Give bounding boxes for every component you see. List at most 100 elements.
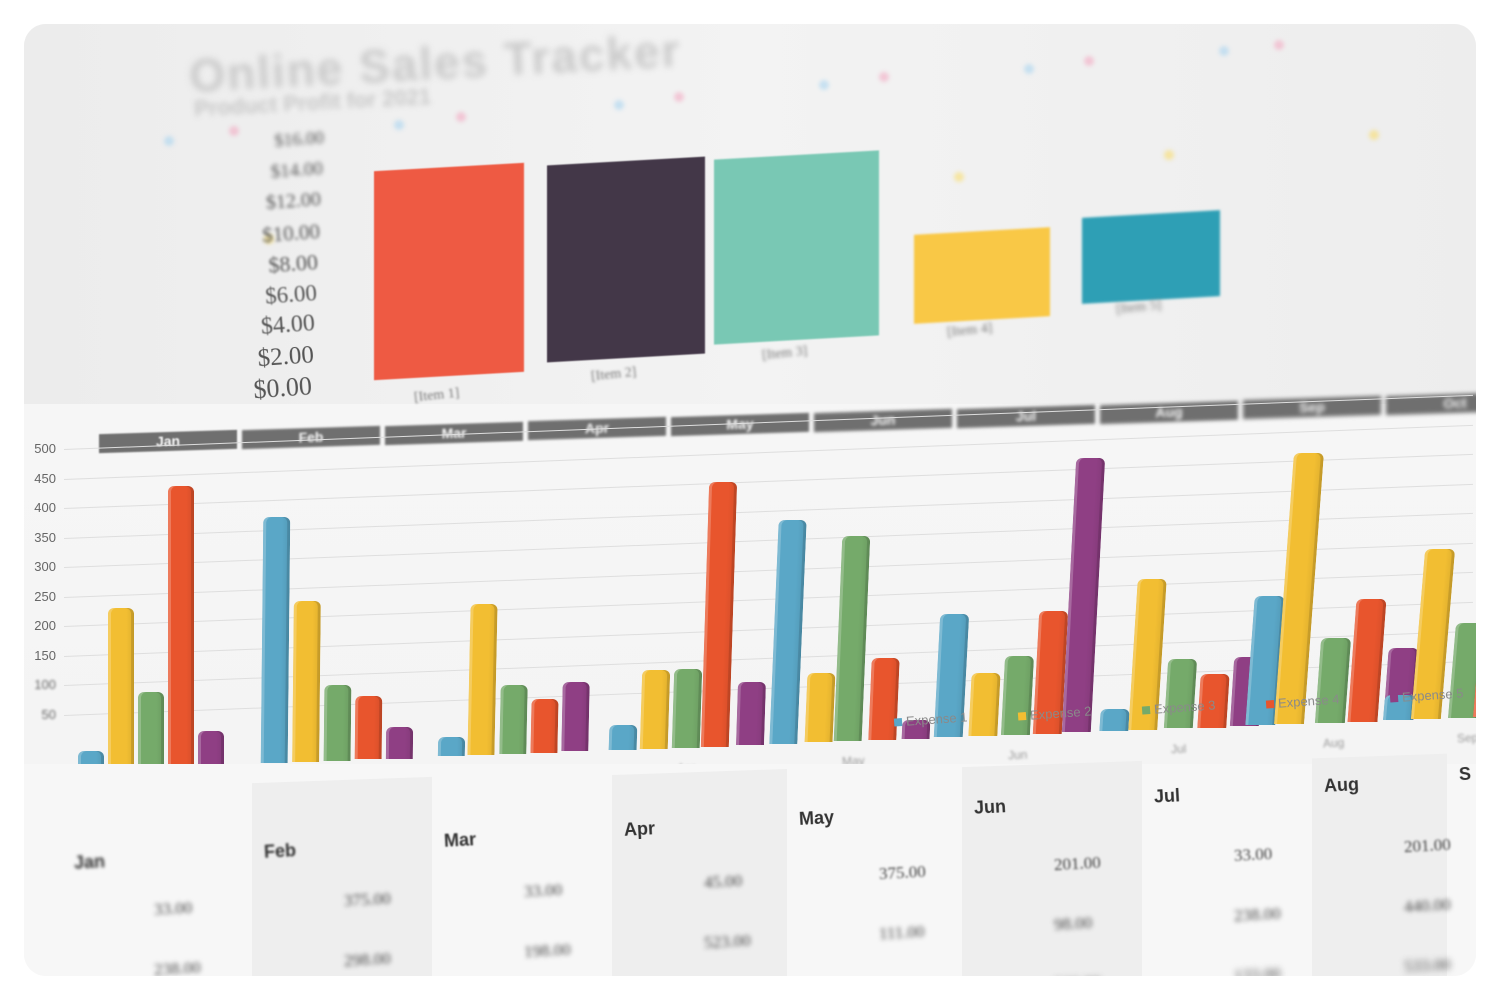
main-bar [323,685,352,761]
decor-dot [1274,40,1284,50]
main-y-tick: 350 [34,529,56,545]
decor-dot [614,100,624,110]
legend-swatch [893,718,903,727]
main-y-tick: 50 [41,706,56,722]
table-column-shade [612,768,787,976]
main-bar [354,696,383,760]
main-y-tick: 500 [34,441,56,456]
table-column-header: Jun [973,796,1007,818]
main-bar [1448,623,1476,718]
grid-line [64,453,1473,509]
main-bar [385,726,414,759]
main-bar [968,673,1001,737]
table-cell: 98.00 [1053,913,1093,934]
main-bar [437,737,466,757]
table-column-header: Mar [443,829,477,851]
main-category-label: Aug [1322,735,1345,751]
table-column-header: Jul [1153,785,1181,807]
main-bar [769,519,807,744]
main-bar [1163,659,1198,729]
main-bar [108,608,134,769]
main-bar [198,730,224,766]
legend-swatch [1017,712,1027,721]
main-y-tick: 200 [34,618,56,633]
table-cell: 440.00 [1403,894,1452,917]
decor-dot [674,92,684,102]
main-y-tick: 250 [34,588,56,604]
legend-swatch [1141,706,1151,715]
table-column-shade [962,760,1142,976]
table-cell: 533.00 [1403,954,1452,976]
main-bar [467,603,498,756]
decor-dot [1219,46,1229,56]
table-column-header: May [798,807,835,829]
table-column-shade [252,776,432,976]
table-cell: 45.00 [703,871,743,892]
table-cell: 375.00 [343,888,392,911]
top-bar [374,163,524,381]
decor-dot [264,234,274,244]
decor-dot [1024,64,1034,74]
main-bar [1314,637,1352,723]
main-y-tick: 450 [34,470,56,486]
data-table: Jan 33.00 238.00 Feb 375.00 298.00 Mar 33.00 198… [24,753,1476,976]
decor-dot [1084,56,1094,66]
table-column-header: Jan [73,851,106,873]
decor-dot [456,112,466,122]
table-cell: 33.00 [1233,844,1273,865]
main-bar [561,682,590,752]
decor-dot [1369,130,1379,140]
decor-dot [879,72,889,82]
main-bar [1347,598,1387,722]
month-header-cell: Jun [814,408,952,433]
main-bar [1000,656,1035,735]
table-cell: 238.00 [153,957,202,976]
main-y-tick: 400 [34,500,56,515]
main-bar [1274,453,1324,725]
legend-swatch [1389,694,1399,703]
month-header-band: JanFebMarAprMayJunJulAugSepOct [24,364,1476,454]
main-y-tick: 150 [34,647,56,663]
main-bar [700,481,738,747]
main-bar [736,681,766,745]
table-cell: 33.00 [523,880,563,901]
decor-dot [1164,150,1174,160]
table-cell: 523.00 [703,930,752,953]
main-category-label: Jun [1007,747,1028,763]
table-cell: 201.00 [1403,834,1452,857]
main-category-label: Sep [1456,730,1476,746]
main-bar [804,672,836,743]
top-bar [547,156,705,363]
decor-dot [394,120,404,130]
main-bar [499,684,528,754]
table-column-header: S [1458,763,1472,785]
top-bar [1082,209,1220,304]
decor-dot [819,80,829,90]
table-cell: 133.00 [1233,963,1282,976]
legend-swatch [1265,700,1275,709]
table-cell: 111.00 [878,921,925,944]
top-bar [914,226,1050,324]
table-cell: 238.00 [1233,903,1282,926]
month-header-cell: Jan [99,429,237,454]
main-bar [260,517,291,763]
chart-photo: Online Sales Tracker Product Profit for … [24,24,1476,976]
table-column-header: Feb [263,840,297,862]
decor-dot [164,136,174,146]
main-bar [138,692,164,768]
top-bar [714,150,879,345]
main-category-label: Jul [1170,741,1187,757]
main-bar [168,486,194,767]
decor-dot [954,172,964,182]
main-bar [671,668,703,748]
table-cell: 198.00 [523,939,572,962]
main-y-tick: 100 [34,677,56,692]
table-cell: 201.00 [1053,852,1102,875]
table-cell: 298.00 [343,948,392,971]
table-cell: 375.00 [878,861,927,884]
main-bar [292,601,321,762]
table-column-header: Apr [623,818,656,840]
main-bar [608,724,638,750]
decor-dot [229,126,239,136]
main-bar [639,669,671,749]
